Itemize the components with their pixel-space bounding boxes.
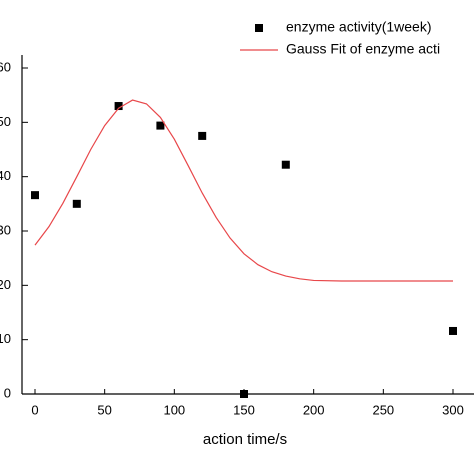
x-tick-label: 100 bbox=[163, 402, 185, 417]
fit-line bbox=[34, 99, 453, 282]
x-tick-label: 300 bbox=[442, 402, 464, 417]
y-tick-label: 40 bbox=[0, 168, 11, 183]
x-tick-label: 50 bbox=[97, 402, 111, 417]
data-point bbox=[198, 131, 207, 140]
x-tick-label: 200 bbox=[303, 402, 325, 417]
y-tick-label: 50 bbox=[0, 114, 11, 129]
data-point bbox=[72, 199, 81, 208]
y-tick-label: 30 bbox=[0, 222, 11, 237]
data-point bbox=[281, 160, 290, 169]
data-point bbox=[449, 326, 457, 335]
y-tick-label: 60 bbox=[0, 59, 11, 74]
legend-label: enzyme activity(1week) bbox=[286, 19, 432, 35]
x-tick-label: 250 bbox=[372, 402, 394, 417]
x-tick-label: 150 bbox=[233, 402, 255, 417]
x-axis-label: action time/s bbox=[203, 431, 287, 448]
y-tick-label: 20 bbox=[0, 277, 11, 292]
data-point bbox=[31, 191, 39, 200]
y-tick-label: 0 bbox=[4, 385, 11, 400]
legend-marker bbox=[255, 24, 263, 32]
legend-label: Gauss Fit of enzyme acti bbox=[286, 41, 440, 57]
y-tick-label: 10 bbox=[0, 331, 11, 346]
data-point bbox=[156, 121, 165, 130]
x-tick-label: 0 bbox=[31, 402, 38, 417]
data-point bbox=[114, 102, 123, 111]
data-point bbox=[240, 390, 248, 398]
